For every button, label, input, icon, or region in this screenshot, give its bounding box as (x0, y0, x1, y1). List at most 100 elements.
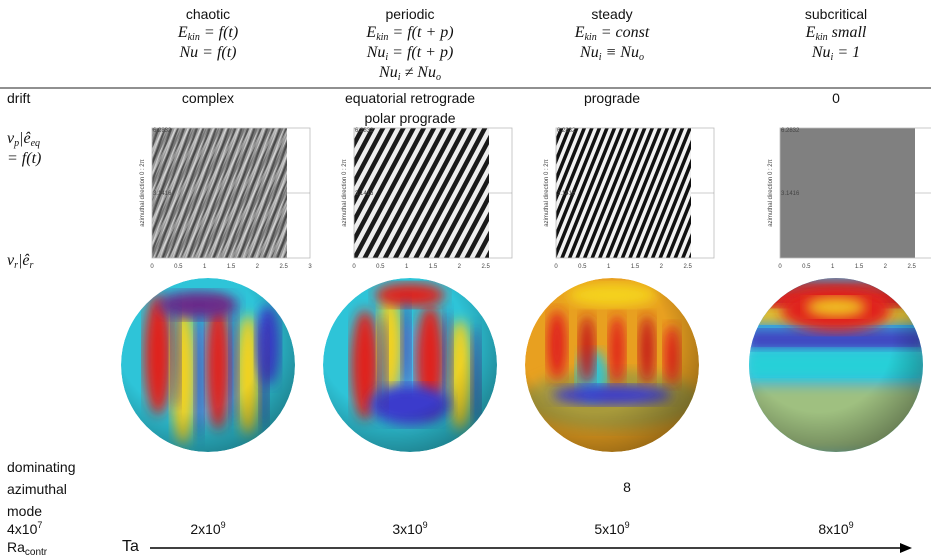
equation: Nu = f(t) (179, 44, 236, 62)
plot-xtick: 2 (884, 264, 888, 270)
text-part: 4x10 (7, 521, 37, 537)
drift-value: prograde (584, 89, 640, 107)
plot-xtick: 1.5 (631, 264, 640, 270)
plot-xtick: 2 (458, 264, 462, 270)
text-part: Nu = f(t) (179, 44, 236, 61)
plot-xtick: 1 (405, 264, 409, 270)
plot-xtick: 2 (660, 264, 664, 270)
text-part: Nu (812, 44, 831, 61)
regime-label: subcritical (805, 5, 867, 23)
plot-xtick: 0.5 (578, 264, 587, 270)
equation: Nui ≡ Nuo (580, 44, 644, 67)
plot-xtick: 0 (554, 264, 558, 270)
plot-image (354, 128, 489, 258)
plot-xtick: 2 (256, 264, 260, 270)
text-part: Nu (379, 64, 398, 81)
text-part: 5x10 (594, 521, 624, 537)
plot-xtick: 1.5 (227, 264, 236, 270)
text-part: 3x10 (392, 521, 422, 537)
drift-value: complex (182, 89, 234, 107)
plot-ytick: 3.1416 (557, 191, 576, 197)
plot-xtick: 1.5 (429, 264, 438, 270)
plot-xtick: 2.5 (683, 264, 692, 270)
text-part: kin (584, 32, 596, 43)
text-part: 9 (423, 520, 428, 530)
graphics: azimuthal direction 0 : 2π 6.2832 3.1416 0 0… (0, 0, 931, 559)
text-part: = f(t) (7, 150, 41, 167)
sphere (323, 278, 497, 452)
plot-ytick: 3.1416 (153, 191, 172, 197)
row-label: vr|êr (7, 252, 33, 275)
text-part: kin (815, 32, 827, 43)
text-part: 8x10 (818, 521, 848, 537)
plot-ytick: 6.2832 (781, 128, 800, 134)
plot-noise (152, 128, 287, 258)
text-part: ≡ Nu (601, 44, 638, 61)
row-label: 4x107 (7, 516, 42, 538)
text-part: kin (376, 32, 388, 43)
plot-xtick: 0 (352, 264, 356, 270)
equation: Nui ≠ Nuo (379, 64, 441, 87)
plot-xtick: 0.5 (376, 264, 385, 270)
sphere-shade (525, 278, 699, 452)
text-part: o (436, 72, 441, 83)
text-part: Nu (580, 44, 599, 61)
text-part: = f(t) (200, 24, 238, 41)
plot-image (556, 128, 691, 258)
text-part: = const (597, 24, 650, 41)
text-part: = 1 (833, 44, 860, 61)
text-part: = f(t + p) (388, 24, 453, 41)
ta-value: 3x109 (392, 516, 427, 538)
text-part: 9 (625, 520, 630, 530)
plot-ytick: 6.2832 (153, 128, 172, 134)
figure: azimuthal direction 0 : 2π 6.2832 3.1416 0 0… (0, 0, 931, 559)
text-part: E (575, 24, 585, 41)
drift-value: polar prograde (364, 109, 455, 127)
row-label: = f(t) (7, 150, 41, 168)
row-label: dominating azimuthal mode (7, 456, 97, 522)
drift-value: equatorial retrograde (345, 89, 475, 107)
plot-ytick: 6.2832 (355, 128, 374, 134)
axis-label: Ta (122, 538, 139, 556)
plot-xtick: 1 (831, 264, 835, 270)
plot-ytick: 3.1416 (781, 191, 800, 197)
plot-ytick: 3.1416 (355, 191, 374, 197)
plot-xtick: 1 (607, 264, 611, 270)
plot-xtick: 2.5 (279, 264, 288, 270)
text-part: 2x10 (190, 521, 220, 537)
text-part: 9 (221, 520, 226, 530)
plot-xtick: 0 (150, 264, 154, 270)
sphere (121, 278, 295, 452)
sphere (746, 275, 926, 455)
text-part: |ê (18, 252, 30, 269)
plot-image (780, 128, 915, 258)
ta-arrowhead (900, 543, 912, 553)
plot-xtick: 2.5 (907, 264, 916, 270)
text-part: o (639, 52, 644, 63)
ta-value: 8x109 (818, 516, 853, 538)
text-part: 9 (849, 520, 854, 530)
plot-ylabel: azimuthal direction 0 : 2π (140, 159, 146, 227)
plot-xtick: 2.5 (481, 264, 490, 270)
plot-ytick: 6.2832 (557, 128, 576, 134)
plot-xtick: 1.5 (855, 264, 864, 270)
sphere (522, 278, 702, 452)
text-part: |ê (19, 130, 31, 147)
sphere-shade (121, 278, 295, 452)
text-part: = f(t + p) (388, 44, 453, 61)
plot-xtick: 3 (308, 264, 312, 270)
plot-ylabel: azimuthal direction 0 : 2π (342, 159, 348, 227)
text-part: 7 (37, 520, 42, 530)
text-part: kin (188, 32, 200, 43)
regime-label: steady (591, 5, 632, 23)
plot-xtick: 0.5 (174, 264, 183, 270)
text-part: Nu (367, 44, 386, 61)
row-label: drift (7, 89, 30, 107)
row-label: Racontr (7, 538, 47, 559)
ta-value: 2x109 (190, 516, 225, 538)
sphere-shade (749, 278, 923, 452)
text-part: small (828, 24, 867, 41)
text-part: E (366, 24, 376, 41)
drift-value: 0 (832, 89, 840, 107)
plot-xtick: 1 (203, 264, 207, 270)
